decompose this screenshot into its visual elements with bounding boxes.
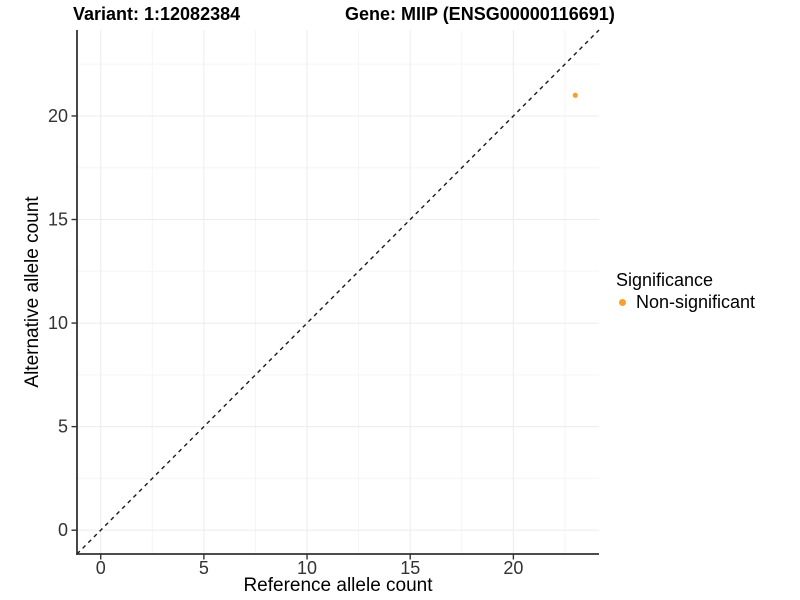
y-tick-label: 10 bbox=[48, 313, 68, 333]
y-tick-label: 0 bbox=[58, 520, 68, 540]
legend: Significance Non-significant bbox=[616, 269, 755, 313]
legend-point-icon bbox=[619, 299, 626, 306]
x-tick-label: 15 bbox=[400, 558, 420, 578]
plot-title-gene: Gene: MIIP (ENSG00000116691) bbox=[345, 4, 615, 24]
legend-title: Significance bbox=[616, 270, 714, 290]
y-tick-label: 5 bbox=[58, 417, 68, 437]
legend-item-label: Non-significant bbox=[636, 292, 756, 312]
y-tick-label: 15 bbox=[48, 210, 68, 230]
x-tick-label: 5 bbox=[199, 558, 209, 578]
y-tick-label: 20 bbox=[48, 106, 68, 126]
x-tick-label: 0 bbox=[96, 558, 106, 578]
x-tick-label: 10 bbox=[297, 558, 317, 578]
x-tick-label: 20 bbox=[503, 558, 523, 578]
data-point bbox=[572, 92, 578, 98]
plot-title-variant: Variant: 1:12082384 bbox=[73, 4, 241, 24]
y-axis-title: Alternative allele count bbox=[22, 196, 43, 388]
identity-dashed-line bbox=[76, 29, 600, 555]
legend-item-non-significant: Non-significant bbox=[616, 292, 755, 313]
x-axis-title: Reference allele count bbox=[243, 575, 433, 596]
